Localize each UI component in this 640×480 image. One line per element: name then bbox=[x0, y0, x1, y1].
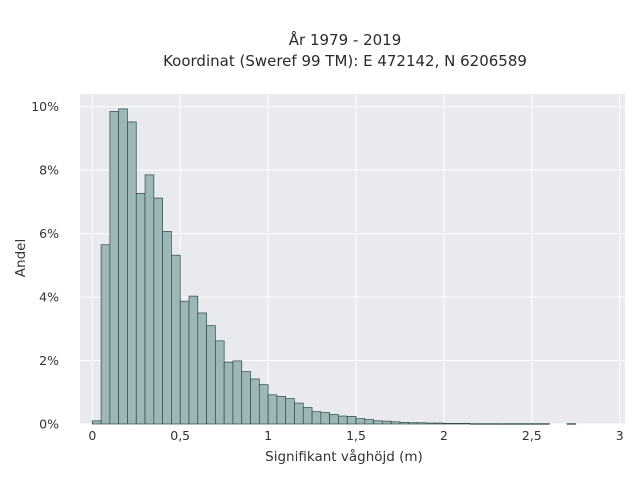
y-axis-label: Andel bbox=[13, 239, 29, 277]
histogram-bar bbox=[197, 312, 207, 425]
x-tick-label: 0 bbox=[88, 428, 96, 443]
histogram-bar bbox=[188, 295, 199, 425]
y-tick-label: 10% bbox=[31, 99, 59, 114]
x-tick-label: 1 bbox=[264, 428, 272, 443]
histogram-bar bbox=[469, 423, 480, 425]
histogram-bar bbox=[223, 361, 234, 425]
histogram-bar bbox=[373, 420, 383, 425]
histogram-bar bbox=[461, 423, 471, 425]
histogram-bar bbox=[540, 423, 550, 425]
histogram-bar bbox=[390, 421, 401, 425]
histogram-bar bbox=[232, 360, 243, 425]
histogram-bar bbox=[408, 422, 418, 425]
histogram-bar bbox=[505, 423, 515, 425]
histogram-bar bbox=[153, 197, 163, 425]
histogram-bar bbox=[320, 412, 330, 425]
y-tick-label: 0% bbox=[39, 417, 59, 432]
histogram-bar bbox=[496, 423, 506, 425]
y-tick-label: 2% bbox=[39, 353, 59, 368]
histogram-bar bbox=[399, 422, 410, 425]
histogram-bar bbox=[294, 402, 304, 425]
x-tick-label: 2 bbox=[440, 428, 448, 443]
histogram-bar bbox=[241, 371, 251, 425]
histogram-bar bbox=[355, 418, 366, 425]
histogram-bar bbox=[91, 420, 102, 425]
x-axis-label: Signifikant våghöjd (m) bbox=[265, 448, 423, 465]
histogram-bar bbox=[566, 423, 577, 425]
histogram-bar bbox=[487, 423, 498, 425]
histogram-bar bbox=[206, 325, 216, 425]
histogram-bar bbox=[250, 378, 260, 425]
histogram-bar bbox=[285, 398, 295, 425]
histogram-bar bbox=[522, 423, 533, 425]
histogram-bar bbox=[179, 300, 190, 425]
x-tick-label: 2,5 bbox=[522, 428, 542, 443]
y-tick-label: 4% bbox=[39, 290, 59, 305]
x-tick-label: 0,5 bbox=[170, 428, 190, 443]
histogram-bar bbox=[276, 396, 287, 425]
y-tick-labels: 0% 2% 4% 6% 8% 10% bbox=[31, 99, 59, 431]
x-tick-label: 3 bbox=[616, 428, 624, 443]
histogram-bar bbox=[364, 419, 374, 425]
histogram-bar bbox=[531, 423, 541, 425]
histogram-bar bbox=[302, 407, 313, 425]
histogram-bar bbox=[443, 423, 454, 425]
chart-title: År 1979 - 2019 bbox=[289, 30, 402, 49]
x-tick-labels: 0 0,5 1 1,5 2 2,5 3 bbox=[88, 428, 623, 443]
histogram-bar bbox=[267, 394, 278, 425]
histogram-bar bbox=[434, 422, 445, 425]
histogram-bar bbox=[118, 108, 128, 425]
histogram-bar bbox=[417, 422, 427, 425]
histogram-bar bbox=[382, 420, 392, 425]
histogram-bar bbox=[513, 423, 524, 425]
y-tick-label: 6% bbox=[39, 226, 59, 241]
chart-subtitle: Koordinat (Sweref 99 TM): E 472142, N 62… bbox=[163, 52, 527, 70]
y-tick-label: 8% bbox=[39, 163, 59, 178]
histogram-bars bbox=[91, 108, 577, 425]
histogram-bar bbox=[258, 384, 269, 425]
histogram-bar bbox=[338, 415, 348, 425]
histogram-bar bbox=[100, 244, 111, 425]
histogram-bar bbox=[329, 414, 339, 425]
histogram-bar bbox=[135, 192, 146, 425]
histogram-bar bbox=[162, 231, 172, 425]
histogram-bar bbox=[452, 423, 462, 425]
histogram-bar bbox=[215, 340, 225, 425]
x-tick-label: 1,5 bbox=[346, 428, 366, 443]
histogram-bar bbox=[109, 111, 120, 425]
histogram-bar bbox=[425, 422, 436, 425]
histogram-bar bbox=[478, 423, 489, 425]
histogram-bar bbox=[311, 411, 322, 425]
histogram-bar bbox=[127, 121, 137, 425]
histogram-bar bbox=[171, 254, 181, 425]
histogram-bar bbox=[346, 416, 357, 425]
histogram-bar bbox=[144, 174, 155, 425]
